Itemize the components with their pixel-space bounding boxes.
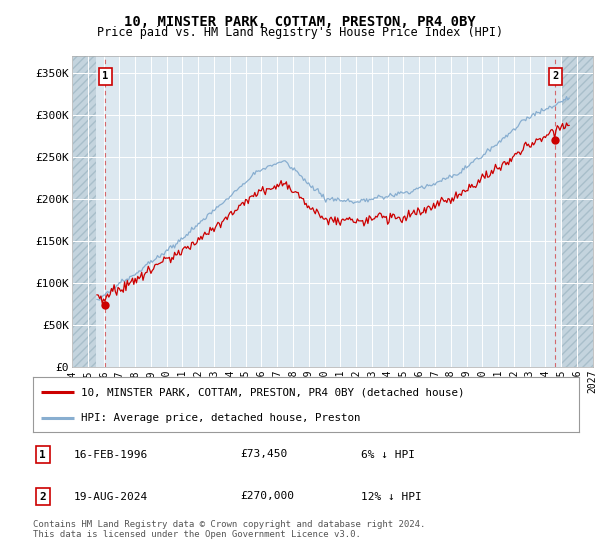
- Text: £270,000: £270,000: [241, 492, 295, 502]
- Bar: [561, 56, 593, 367]
- Text: 1: 1: [40, 450, 46, 460]
- Text: 2: 2: [40, 492, 46, 502]
- Text: HPI: Average price, detached house, Preston: HPI: Average price, detached house, Pres…: [81, 413, 361, 423]
- Text: 6% ↓ HPI: 6% ↓ HPI: [361, 450, 415, 460]
- Bar: [72, 56, 95, 367]
- Text: Price paid vs. HM Land Registry's House Price Index (HPI): Price paid vs. HM Land Registry's House …: [97, 26, 503, 39]
- Text: 16-FEB-1996: 16-FEB-1996: [74, 450, 148, 460]
- Text: £73,450: £73,450: [241, 450, 288, 460]
- Text: 19-AUG-2024: 19-AUG-2024: [74, 492, 148, 502]
- Bar: [561, 56, 593, 367]
- Text: 10, MINSTER PARK, COTTAM, PRESTON, PR4 0BY: 10, MINSTER PARK, COTTAM, PRESTON, PR4 0…: [124, 15, 476, 29]
- Text: 10, MINSTER PARK, COTTAM, PRESTON, PR4 0BY (detached house): 10, MINSTER PARK, COTTAM, PRESTON, PR4 0…: [81, 388, 464, 398]
- Bar: [72, 56, 95, 367]
- Text: 2: 2: [552, 71, 559, 81]
- Text: Contains HM Land Registry data © Crown copyright and database right 2024.
This d: Contains HM Land Registry data © Crown c…: [33, 520, 425, 539]
- Text: 12% ↓ HPI: 12% ↓ HPI: [361, 492, 421, 502]
- Text: 1: 1: [103, 71, 109, 81]
